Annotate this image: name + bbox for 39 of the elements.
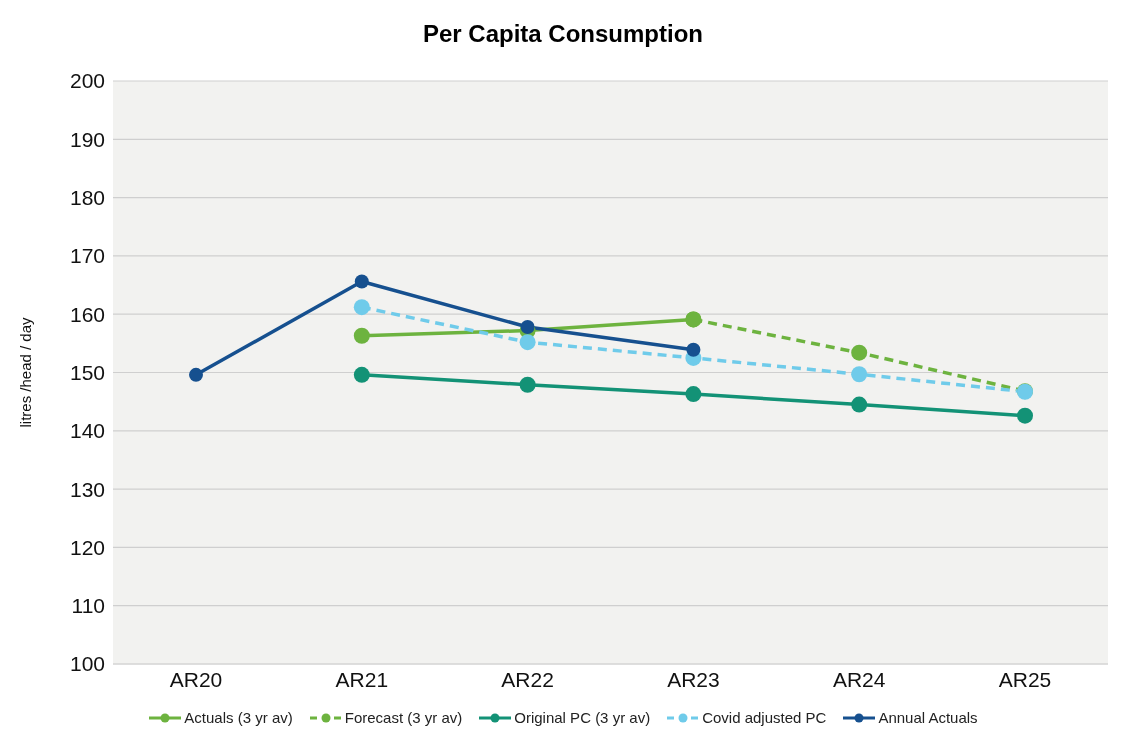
x-tick-label: AR23 xyxy=(667,667,720,691)
y-tick-label: 140 xyxy=(69,419,105,443)
point xyxy=(519,334,536,351)
y-tick-label: 100 xyxy=(69,652,105,676)
point xyxy=(1017,407,1033,424)
point xyxy=(353,327,370,344)
point xyxy=(851,344,868,361)
point xyxy=(851,396,868,413)
y-tick-label: 170 xyxy=(69,244,105,268)
y-tick-label: 160 xyxy=(69,302,105,326)
point xyxy=(519,376,536,393)
y-tick-label: 130 xyxy=(69,477,105,501)
y-tick-label: 200 xyxy=(69,69,105,93)
point xyxy=(686,342,701,357)
legend-label: Original PC (3 yr av) xyxy=(514,709,651,726)
point xyxy=(685,386,702,403)
point xyxy=(189,367,203,382)
x-tick-label: AR22 xyxy=(501,667,554,691)
y-tick-label: 190 xyxy=(69,127,105,151)
legend-label: Actuals (3 yr av) xyxy=(184,709,293,726)
point xyxy=(520,320,535,335)
y-tick-label: 110 xyxy=(71,594,105,618)
chart-title: Per Capita Consumption xyxy=(422,20,704,49)
point xyxy=(354,274,369,289)
y-tick-label: 180 xyxy=(69,186,105,210)
point xyxy=(685,311,702,328)
point xyxy=(353,299,370,316)
point xyxy=(353,366,370,383)
legend-label: Covid adjusted PC xyxy=(702,709,827,726)
x-tick-label: AR21 xyxy=(335,667,389,691)
x-tick-label: AR25 xyxy=(998,667,1052,691)
y-axis-title: litres /head / day xyxy=(17,316,35,428)
x-tick-label: AR24 xyxy=(832,667,886,691)
legend-label: Forecast (3 yr av) xyxy=(344,709,463,726)
legend-label: Annual Actuals xyxy=(878,709,978,726)
point xyxy=(851,366,868,383)
y-tick-label: 120 xyxy=(69,535,105,559)
y-tick-label: 150 xyxy=(69,360,105,384)
x-tick-label: AR20 xyxy=(169,667,223,691)
